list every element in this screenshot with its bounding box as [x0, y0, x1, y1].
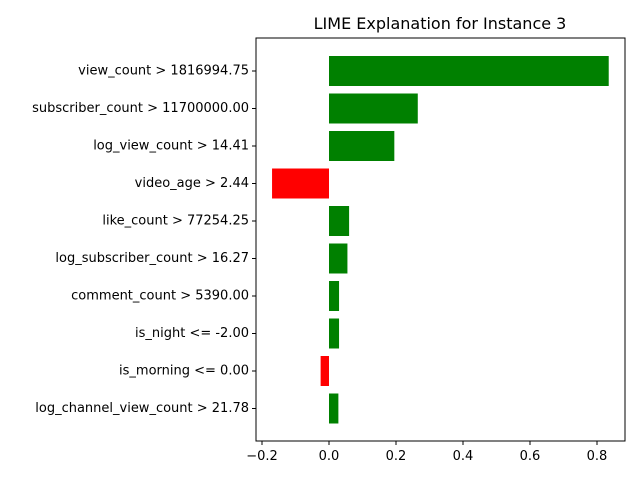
bar-2: [329, 131, 395, 161]
x-tick-label-1: 0.0: [319, 449, 340, 464]
bar-9: [329, 393, 339, 424]
bar-4: [329, 206, 350, 236]
y-tick-label-1: subscriber_count > 11700000.00: [32, 101, 249, 116]
bar-6: [329, 281, 340, 311]
y-tick-label-5: log_subscriber_count > 16.27: [55, 251, 249, 266]
y-tick-label-6: comment_count > 5390.00: [71, 289, 249, 304]
bar-5: [329, 243, 348, 274]
x-tick-label-0: −0.2: [246, 449, 278, 464]
y-axis-ticks: view_count > 1816994.75 subscriber_count …: [32, 64, 256, 416]
y-tick-label-7: is_night <= -2.00: [135, 326, 249, 341]
bars-layer: [272, 56, 609, 424]
y-tick-label-4: like_count > 77254.25: [102, 214, 249, 229]
x-axis-ticks: −0.2 0.0 0.2 0.4 0.6 0.8: [246, 441, 607, 464]
x-tick-label-5: 0.8: [587, 449, 608, 464]
bar-0: [329, 56, 609, 86]
y-tick-label-9: log_channel_view_count > 21.78: [35, 401, 249, 416]
x-tick-label-4: 0.6: [520, 449, 541, 464]
bar-1: [329, 93, 418, 124]
bar-7: [329, 318, 340, 349]
bar-8: [320, 356, 329, 386]
chart-title: LIME Explanation for Instance 3: [314, 14, 567, 33]
x-tick-label-2: 0.2: [386, 449, 407, 464]
plot-frame: [255, 37, 626, 442]
bar-3: [272, 168, 329, 199]
y-tick-label-3: video_age > 2.44: [135, 176, 249, 191]
y-tick-label-8: is_morning <= 0.00: [119, 364, 249, 379]
y-tick-label-0: view_count > 1816994.75: [78, 64, 249, 79]
x-tick-label-3: 0.4: [453, 449, 474, 464]
y-tick-label-2: log_view_count > 14.41: [93, 139, 249, 154]
